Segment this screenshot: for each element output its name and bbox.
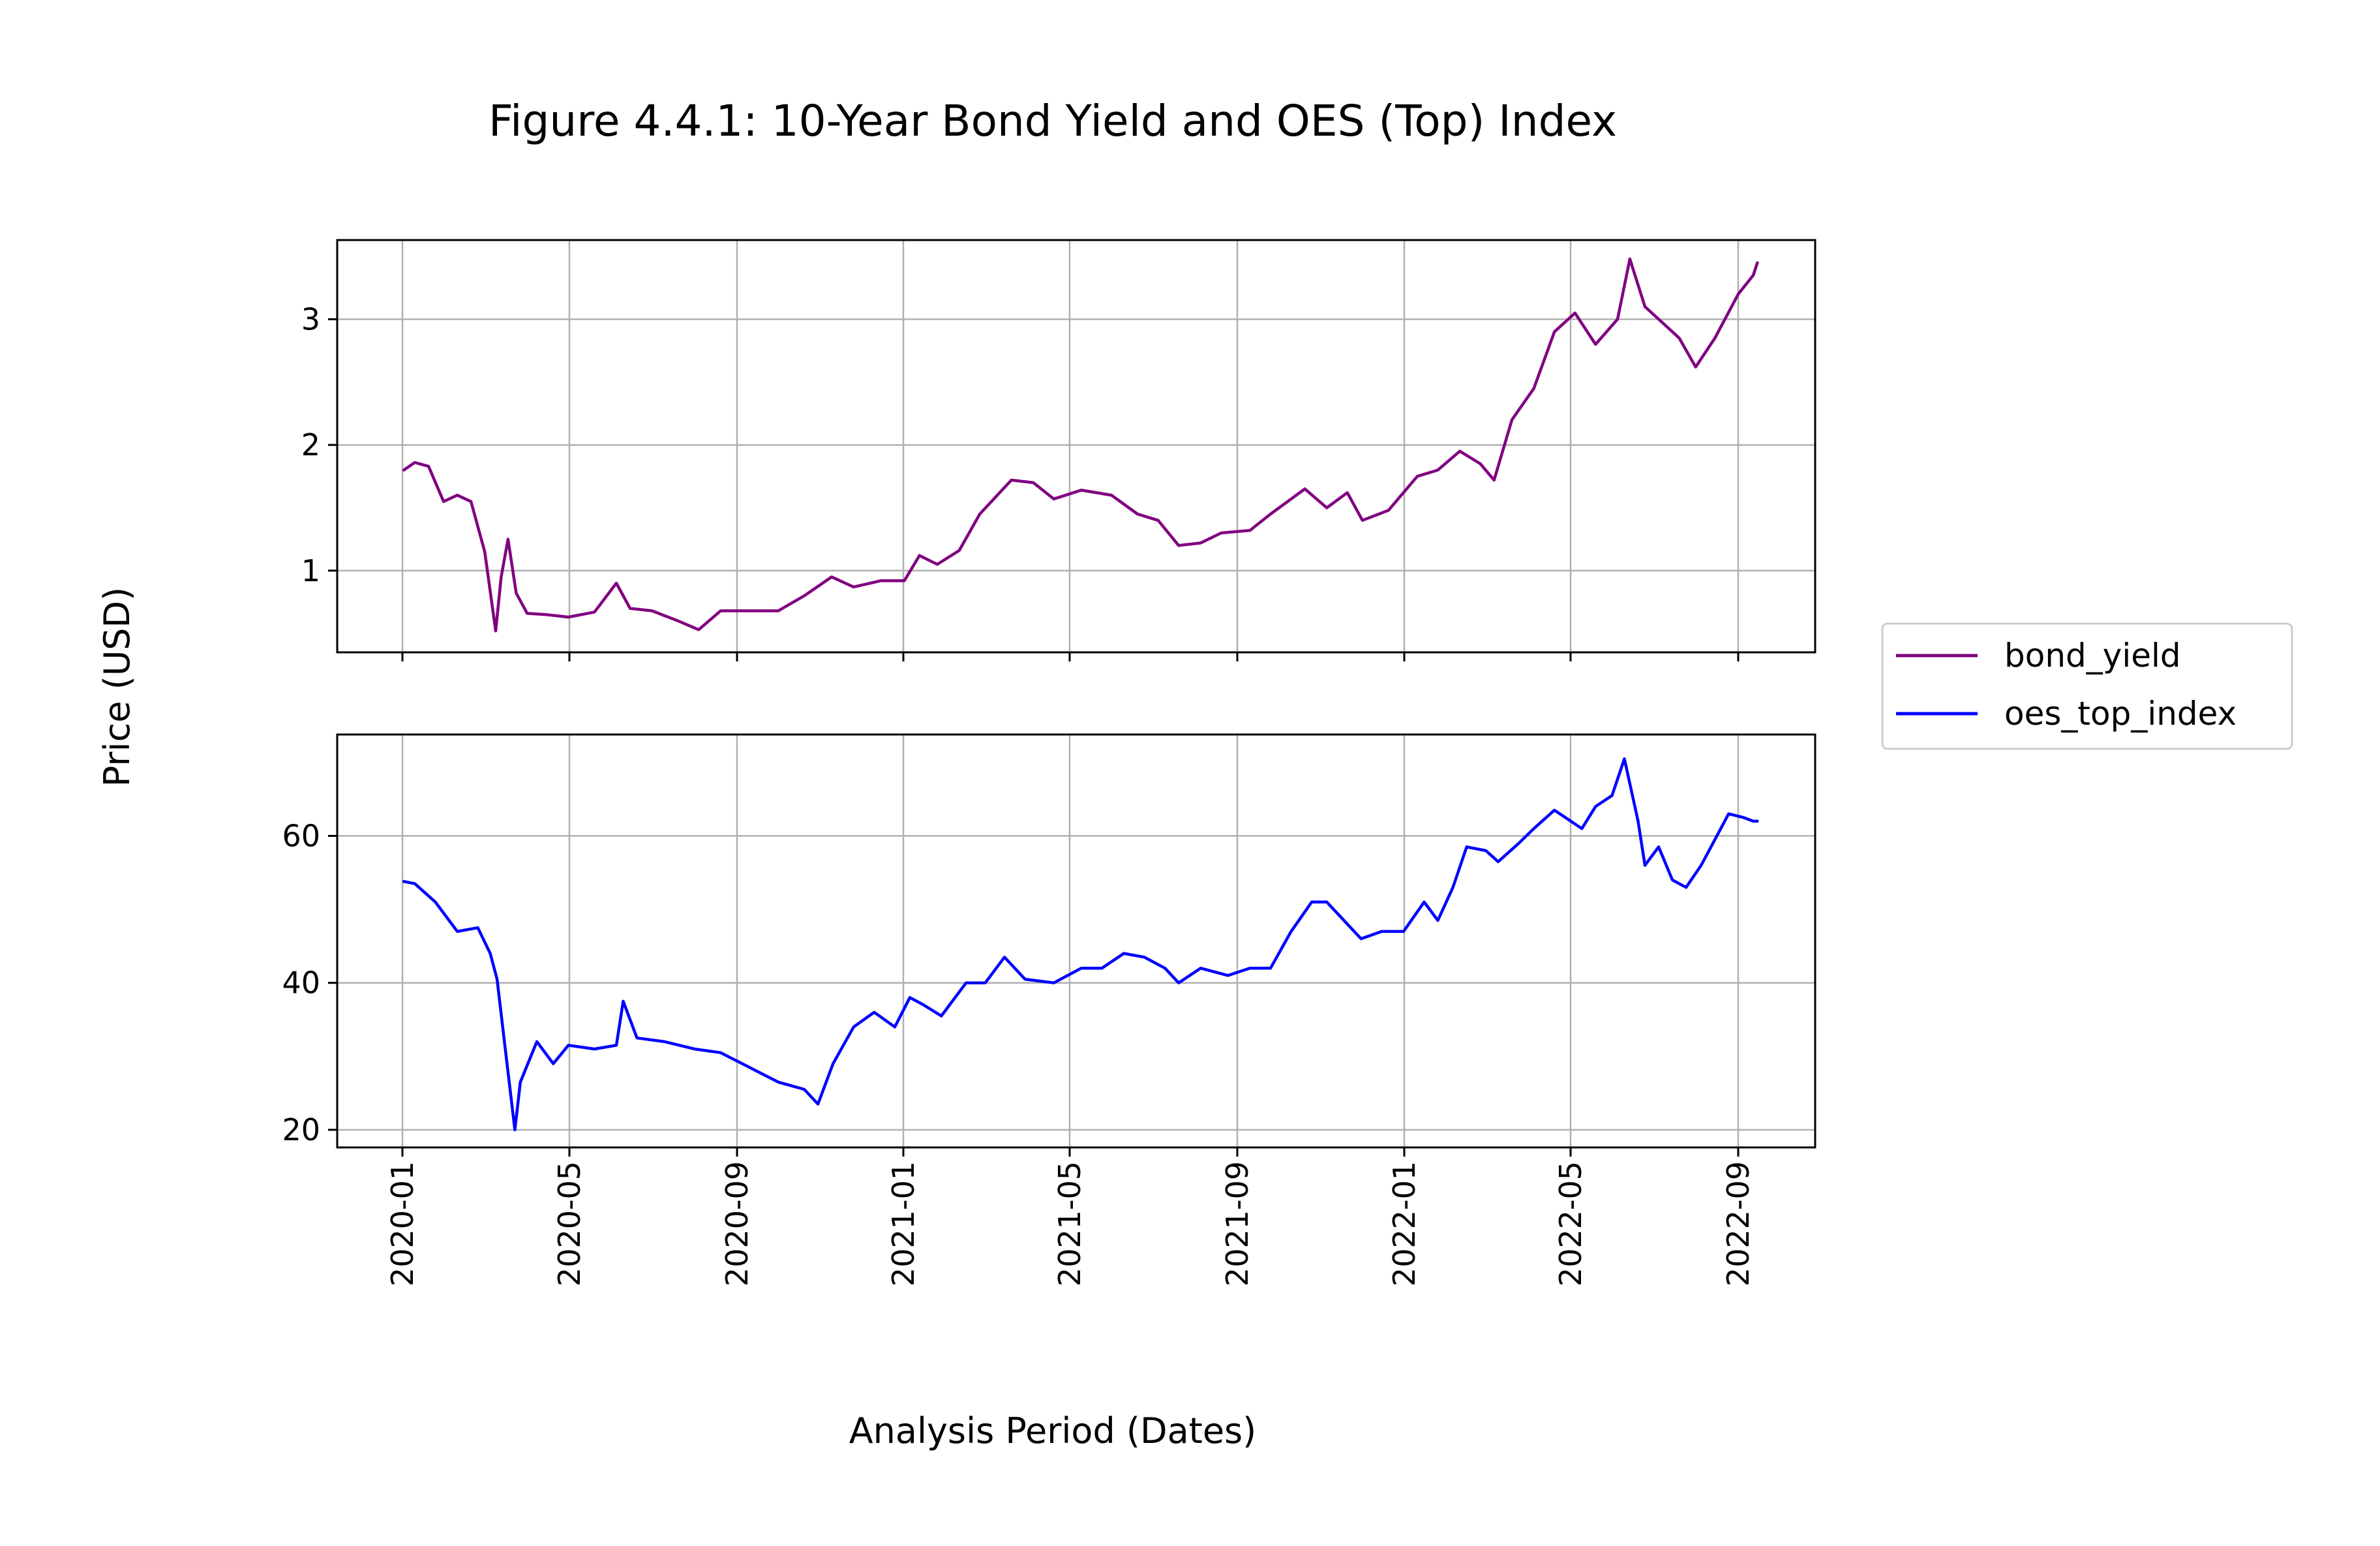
legend-label-oes-top-index: oes_top_index [2004,695,2237,733]
legend-frame [1881,622,2293,750]
chart-title: Figure 4.4.1: 10-Year Bond Yield and OES… [489,96,1617,146]
x-tick-label-2020-09: 2020-09 [719,1161,755,1286]
series-line-oes-top-index [402,757,1759,1132]
top-y-tick-label-2: 2 [301,427,320,462]
top-panel-bond-yield: 1 2 3 [301,239,1816,661]
x-tick-label-2022-09: 2022-09 [1721,1161,1756,1286]
x-tick-label-2022-05: 2022-05 [1553,1161,1588,1286]
x-tick-label-2021-01: 2021-01 [886,1161,921,1286]
y-axis-label: Price (USD) [97,587,138,787]
top-y-tick-label-3: 3 [301,301,320,337]
bottom-y-tick-label-20: 20 [282,1112,320,1147]
top-panel-frame [336,239,1816,654]
top-y-tick-label-1: 1 [301,553,320,588]
x-tick-label-2022-01: 2022-01 [1387,1161,1422,1286]
bottom-y-tick-label-60: 60 [282,818,320,853]
x-tick-label-2020-01: 2020-01 [385,1161,420,1286]
x-tick-label-2021-05: 2021-05 [1052,1161,1087,1286]
legend: bond_yield oes_top_index [1881,622,2293,750]
x-axis-label: Analysis Period (Dates) [849,1410,1257,1451]
x-tick-label-2021-09: 2021-09 [1220,1161,1255,1286]
x-tick-label-2020-05: 2020-05 [552,1161,587,1286]
legend-label-bond-yield: bond_yield [2004,637,2181,674]
bottom-panel-frame [336,733,1816,1149]
series-line-bond-yield [402,257,1759,633]
x-axis-ticks: 2020-01 2020-05 2020-09 2021-01 2021-05 2021-… [385,1161,1756,1286]
bottom-panel-oes-index: 20 40 60 [282,733,1816,1157]
bottom-y-tick-label-40: 40 [282,965,320,1001]
